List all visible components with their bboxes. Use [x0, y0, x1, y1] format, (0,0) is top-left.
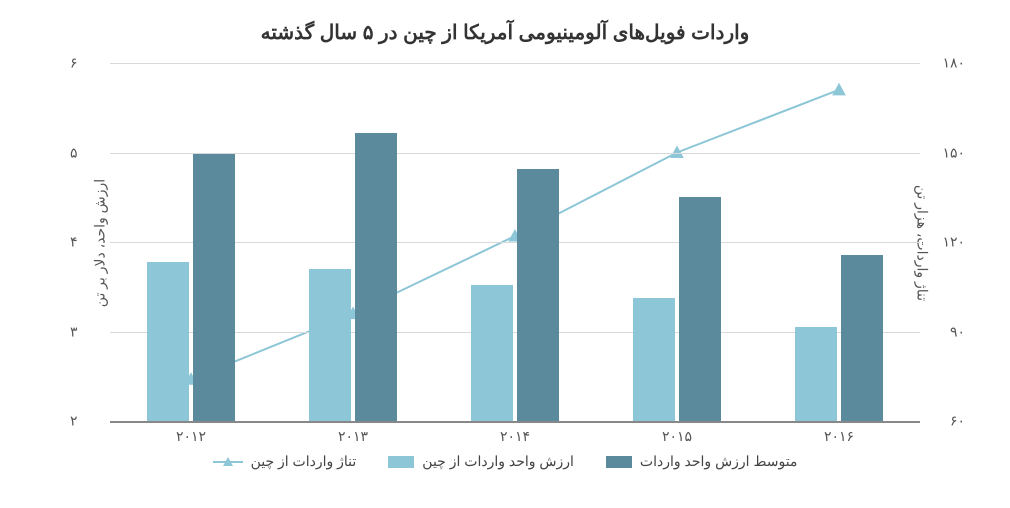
grid-line: [110, 63, 920, 64]
y-right-tick: ۱۸۰: [925, 55, 965, 72]
legend-item-bar1: متوسط ارزش واحد واردات: [606, 453, 798, 470]
y-right-tick: ۶۰: [925, 413, 965, 430]
x-tick: ۲۰۱۳: [338, 428, 368, 445]
y-right-tick: ۱۲۰: [925, 234, 965, 251]
bar: [795, 327, 837, 421]
bar-group: [471, 169, 559, 421]
bar: [679, 197, 721, 421]
legend-label-3: تناژ واردات از چین: [251, 453, 357, 470]
y-right-tick: ۱۵۰: [925, 144, 965, 161]
y-right-tick: ۹۰: [925, 323, 965, 340]
y-left-tick: ۶: [70, 55, 100, 72]
legend-label-2: ارزش واحد واردات از چین: [422, 453, 574, 470]
plot-area: ارزش واحد، دلار بر تن تناژ واردات، هزار …: [110, 63, 920, 423]
legend: متوسط ارزش واحد واردات ارزش واحد واردات …: [20, 453, 990, 470]
bar: [355, 133, 397, 421]
legend-item-line: تناژ واردات از چین: [213, 453, 357, 470]
chart-title: واردات فویل‌های آلومینیومی آمریکا از چین…: [20, 20, 990, 45]
legend-swatch-2: [388, 456, 414, 468]
x-tick: ۲۰۱۲: [176, 428, 206, 445]
y-left-tick: ۴: [70, 234, 100, 251]
bar-group: [633, 197, 721, 421]
x-tick: ۲۰۱۴: [500, 428, 530, 445]
legend-line-marker: [213, 455, 243, 469]
y-left-tick: ۵: [70, 144, 100, 161]
legend-swatch-1: [606, 456, 632, 468]
y-left-tick: ۲: [70, 413, 100, 430]
bar: [193, 154, 235, 421]
bar: [841, 255, 883, 421]
y-left-tick: ۳: [70, 323, 100, 340]
x-tick: ۲۰۱۶: [824, 428, 854, 445]
chart-container: واردات فویل‌های آلومینیومی آمریکا از چین…: [20, 20, 990, 488]
bar-group: [795, 255, 883, 421]
bar: [309, 269, 351, 421]
bar: [147, 262, 189, 421]
x-tick: ۲۰۱۵: [662, 428, 692, 445]
legend-item-bar2: ارزش واحد واردات از چین: [388, 453, 574, 470]
bar-group: [309, 133, 397, 421]
bar: [517, 169, 559, 421]
plot-inner: ۲۳۴۵۶۶۰۹۰۱۲۰۱۵۰۱۸۰۲۰۱۲۲۰۱۳۲۰۱۴۲۰۱۵۲۰۱۶: [110, 63, 920, 423]
bar: [471, 285, 513, 421]
bar: [633, 298, 675, 422]
legend-label-1: متوسط ارزش واحد واردات: [640, 453, 798, 470]
bar-group: [147, 154, 235, 421]
